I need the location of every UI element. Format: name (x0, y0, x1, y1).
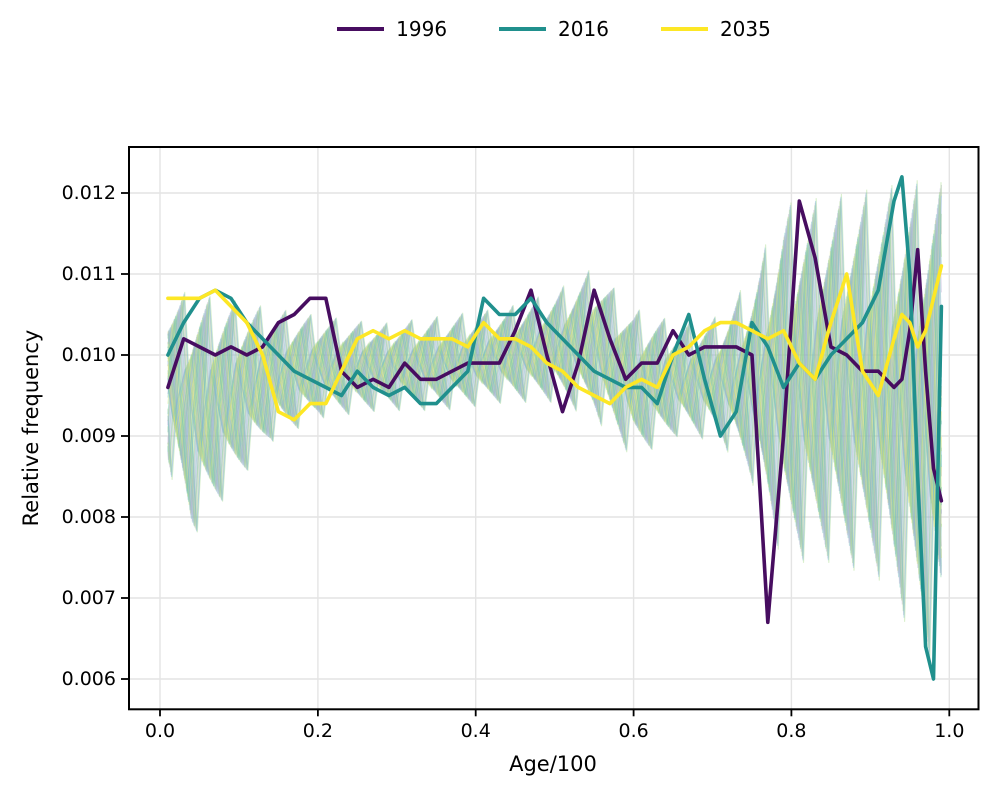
series-lines (166, 175, 944, 681)
ensemble-line (167, 220, 942, 607)
plot-frame (128, 146, 980, 711)
ensemble-line (167, 291, 942, 538)
ensemble-line (167, 204, 942, 624)
legend-item-1996: 1996 (337, 16, 447, 42)
x-tick-label: 0.0 (145, 720, 175, 742)
ensemble-line (167, 288, 942, 542)
ensemble-line (167, 233, 942, 592)
ensemble-line (167, 235, 942, 590)
legend-item-label: 2016 (558, 17, 609, 41)
ensemble-line (167, 271, 942, 567)
ensemble-line (167, 295, 942, 532)
ensemble-line (167, 217, 942, 609)
y-tick-label: 0.012 (62, 182, 116, 204)
ensemble-line (167, 244, 942, 579)
ensemble-line (167, 183, 942, 656)
x-tick-label: 1.0 (934, 720, 964, 742)
ensemble-line (167, 275, 942, 560)
y-axis-label: Relative frequency (19, 329, 43, 527)
ensemble-line (167, 286, 942, 545)
ensemble-line (167, 263, 942, 578)
series-line-2035 (166, 264, 944, 422)
y-tick-label: 0.006 (62, 668, 116, 690)
legend-item-label: 2035 (719, 17, 771, 41)
ensemble-line (167, 184, 942, 653)
series-line-1996 (166, 199, 944, 625)
ensemble-line (167, 198, 942, 631)
legend: 1996 2016 2035 (129, 16, 979, 42)
ensemble-line (167, 242, 942, 581)
ensemble-line (167, 214, 942, 614)
ensemble-line (167, 247, 942, 575)
ensemble-line (167, 266, 942, 574)
ensemble-line (167, 298, 942, 527)
legend-line-swatch (660, 26, 708, 32)
ensemble-line (167, 208, 942, 620)
ensemble-line (167, 254, 942, 564)
x-tick-labels: 0.0 0.2 0.4 0.6 0.8 1.0 (145, 720, 965, 742)
y-tick-label: 0.011 (62, 263, 116, 285)
ensemble-line (167, 305, 942, 517)
ensemble-line (167, 256, 942, 565)
ensemble-line (167, 278, 942, 556)
y-tick-labels: 0.006 0.007 0.008 0.009 0.010 0.011 0.012 (62, 182, 116, 690)
ensemble-line (167, 192, 942, 638)
legend-item-2016: 2016 (499, 16, 609, 42)
x-axis-label: Age/100 (509, 752, 597, 776)
grid-lines (129, 147, 979, 710)
ensemble-line (167, 251, 942, 569)
x-tick-label: 0.8 (776, 720, 806, 742)
ensemble-line (167, 229, 942, 596)
x-tick-label: 0.4 (461, 720, 491, 742)
legend-item-2035: 2035 (660, 16, 771, 42)
x-tick-label: 0.6 (618, 720, 648, 742)
background-ensemble-mesh (167, 180, 942, 660)
legend-item-label: 1996 (396, 17, 448, 41)
ensemble-line (167, 274, 942, 562)
ensemble-line (167, 180, 942, 660)
ensemble-line (167, 188, 942, 642)
legend-line-swatch (337, 26, 385, 32)
series-line-2016 (166, 175, 944, 681)
ensemble-line (167, 259, 942, 576)
ensemble-line (167, 283, 942, 549)
x-tick-label: 0.2 (303, 720, 333, 742)
y-tick-label: 0.008 (62, 506, 116, 528)
ensemble-line (167, 194, 942, 635)
ensemble-line (167, 303, 942, 521)
axis-ticks (121, 192, 951, 717)
y-tick-label: 0.007 (62, 587, 116, 609)
legend-line-swatch (499, 26, 547, 32)
ensemble-line (167, 223, 942, 603)
ensemble-line (167, 239, 942, 586)
y-tick-label: 0.009 (62, 425, 116, 447)
y-tick-label: 0.010 (62, 344, 116, 366)
